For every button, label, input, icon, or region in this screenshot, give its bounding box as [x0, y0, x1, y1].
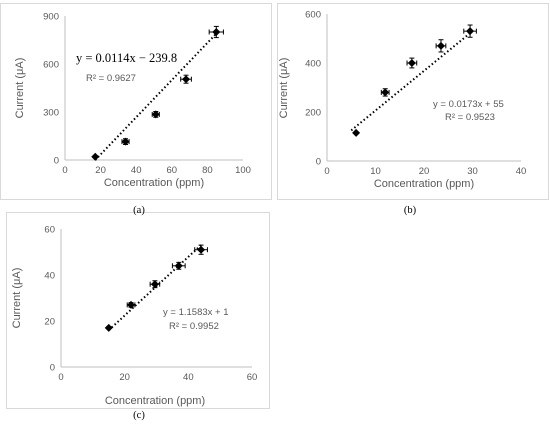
x-tick-label: 60	[247, 372, 258, 383]
x-axis-label: Concentration (ppm)	[374, 178, 474, 190]
data-point	[436, 41, 445, 50]
x-tick-label: 0	[58, 372, 63, 383]
r-squared-label: R² = 0.9627	[86, 73, 136, 84]
x-tick-label: 20	[119, 372, 130, 383]
panel-b-frame	[277, 3, 549, 200]
y-tick-label: 0	[316, 157, 321, 168]
x-tick-label: 0	[324, 166, 329, 177]
data-point	[91, 152, 100, 161]
chart-panel-a: 0 20 40 60 80 100 0 300 600 900 Concentration (ppm…	[14, 12, 251, 217]
y-tick-label: 60	[44, 225, 55, 236]
data-point	[381, 88, 390, 97]
data-point	[104, 323, 113, 332]
y-tick-label: 600	[305, 10, 321, 21]
x-tick-label: 80	[202, 165, 213, 176]
y-tick-label: 0	[50, 363, 55, 374]
trendline	[108, 244, 202, 331]
x-tick-label: 60	[167, 165, 178, 176]
chart-panel-c: 0 20 40 60 0 20 40 60 Concentration (ppm) Current…	[11, 225, 257, 422]
y-tick-label: 400	[305, 59, 321, 70]
x-tick-label: 40	[183, 372, 194, 383]
data-point	[150, 280, 159, 289]
y-tick-label: 20	[44, 317, 55, 328]
data-point	[174, 261, 183, 270]
x-axis-label: Concentration (ppm)	[104, 177, 204, 189]
trendline-equation: y = 1.1583x + 1	[163, 307, 229, 318]
x-tick-label: 10	[370, 166, 381, 177]
x-tick-label: 40	[131, 165, 142, 176]
trendline-equation: y = 0.0114x − 239.8	[76, 51, 177, 65]
panel-label: (b)	[404, 205, 417, 216]
x-tick-label: 40	[516, 166, 527, 177]
x-tick-label: 100	[235, 165, 251, 176]
data-point	[182, 75, 191, 84]
panel-a-frame	[0, 3, 272, 200]
data-point	[466, 27, 475, 36]
y-tick-label: 300	[43, 108, 59, 119]
data-point	[151, 110, 160, 119]
x-tick-label: 20	[419, 166, 430, 177]
panel-label: (a)	[133, 205, 145, 216]
x-tick-label: 30	[467, 166, 478, 177]
r-squared-label: R² = 0.9523	[445, 112, 495, 123]
trendline	[94, 32, 218, 161]
y-axis-label: Current (μA)	[278, 58, 290, 119]
trendline-equation: y = 0.0173x + 55	[433, 99, 504, 110]
data-point	[197, 245, 206, 254]
y-tick-label: 200	[305, 108, 321, 119]
y-tick-label: 900	[43, 12, 59, 23]
x-tick-label: 20	[95, 165, 106, 176]
x-tick-label: 0	[62, 165, 67, 176]
data-point	[212, 28, 221, 36]
panel-c-frame	[6, 212, 270, 409]
panel-label: (c)	[133, 410, 145, 421]
data-point	[127, 300, 136, 309]
y-axis-label: Current (μA)	[14, 58, 26, 119]
data-point	[407, 59, 416, 67]
data-point	[121, 137, 130, 146]
r-squared-label: R² = 0.9952	[169, 321, 219, 332]
y-tick-label: 600	[43, 60, 59, 71]
x-axis-label: Concentration (ppm)	[105, 395, 205, 407]
y-axis-label: Current (μA)	[11, 268, 23, 329]
data-point	[352, 128, 361, 137]
y-tick-label: 0	[54, 156, 59, 167]
y-tick-label: 40	[44, 271, 55, 282]
